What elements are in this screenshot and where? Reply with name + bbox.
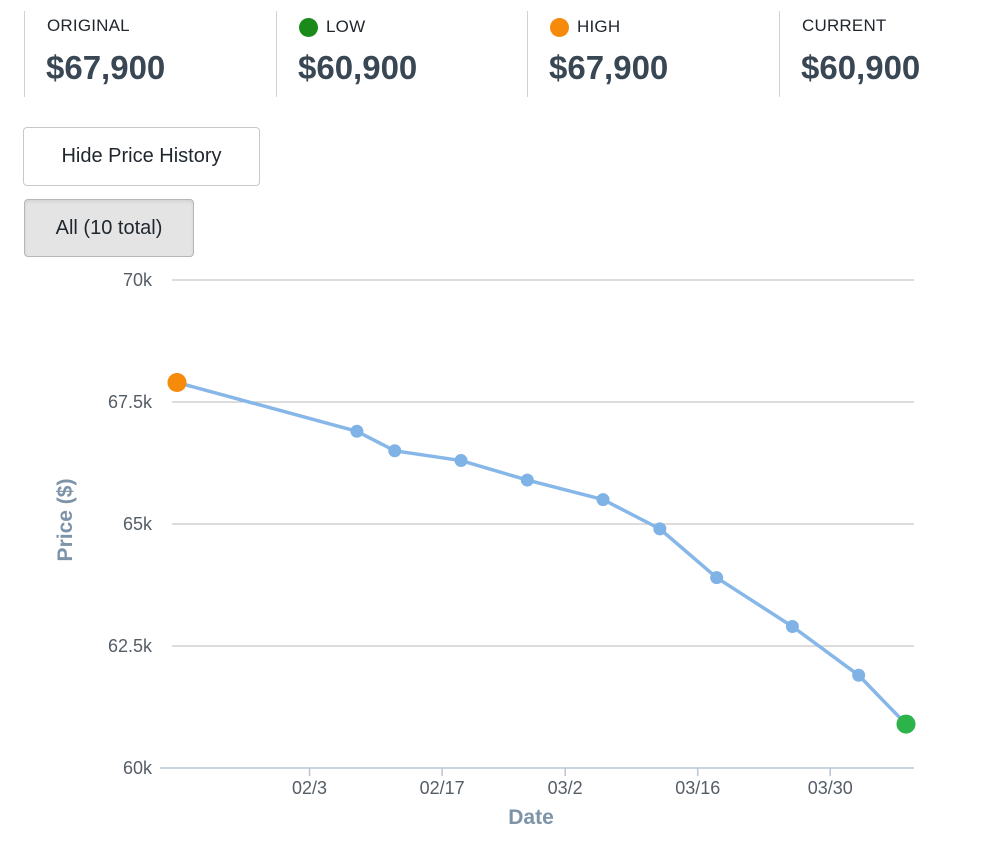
price-point-marker (596, 493, 610, 507)
low-price-stat: LOW $60,900 (276, 11, 527, 97)
filter-all-button[interactable]: All (10 total) (24, 199, 194, 257)
low-price-value: $60,900 (298, 49, 418, 86)
current-price-value: $60,900 (801, 49, 921, 86)
price-point-marker (454, 454, 468, 468)
y-axis-title: Price ($) (54, 479, 77, 562)
x-tick-label: 03/30 (808, 778, 853, 798)
x-tick-label: 03/16 (675, 778, 720, 798)
x-axis-title: Date (508, 806, 554, 829)
high-price-value: $67,900 (549, 49, 669, 86)
high-marker-dot-icon (550, 17, 569, 37)
price-point-marker (653, 522, 667, 536)
price-summary: ORIGINAL $67,900 LOW $60,900 HIGH $67,90… (24, 11, 964, 97)
price-point-marker (785, 619, 799, 633)
y-tick-label: 62.5k (108, 636, 153, 656)
low-marker-dot-icon (299, 17, 318, 37)
high-price-label: HIGH (577, 17, 621, 36)
price-series-line (175, 380, 908, 726)
price-point-marker (710, 571, 724, 585)
original-price-stat: ORIGINAL $67,900 (24, 11, 276, 97)
current-price-label: CURRENT (802, 16, 887, 35)
y-tick-label: 70k (123, 270, 153, 290)
y-tick-label: 67.5k (108, 392, 153, 412)
y-tick-label: 60k (123, 758, 153, 778)
x-tick-label: 02/17 (420, 778, 465, 798)
original-price-value: $67,900 (46, 49, 166, 86)
hide-price-history-button[interactable]: Hide Price History (23, 127, 260, 186)
price-point-marker (520, 473, 534, 487)
high-price-stat: HIGH $67,900 (527, 11, 779, 97)
original-price-label: ORIGINAL (47, 16, 130, 35)
high-price-marker (167, 372, 187, 392)
low-price-label: LOW (326, 17, 366, 36)
x-tick-label: 02/3 (292, 778, 327, 798)
price-point-marker (852, 668, 866, 682)
price-point-marker (388, 444, 402, 458)
x-tick-label: 03/2 (548, 778, 583, 798)
current-price-stat: CURRENT $60,900 (779, 11, 964, 97)
low-price-marker (896, 714, 916, 734)
price-point-marker (350, 424, 364, 438)
y-tick-label: 65k (123, 514, 153, 534)
